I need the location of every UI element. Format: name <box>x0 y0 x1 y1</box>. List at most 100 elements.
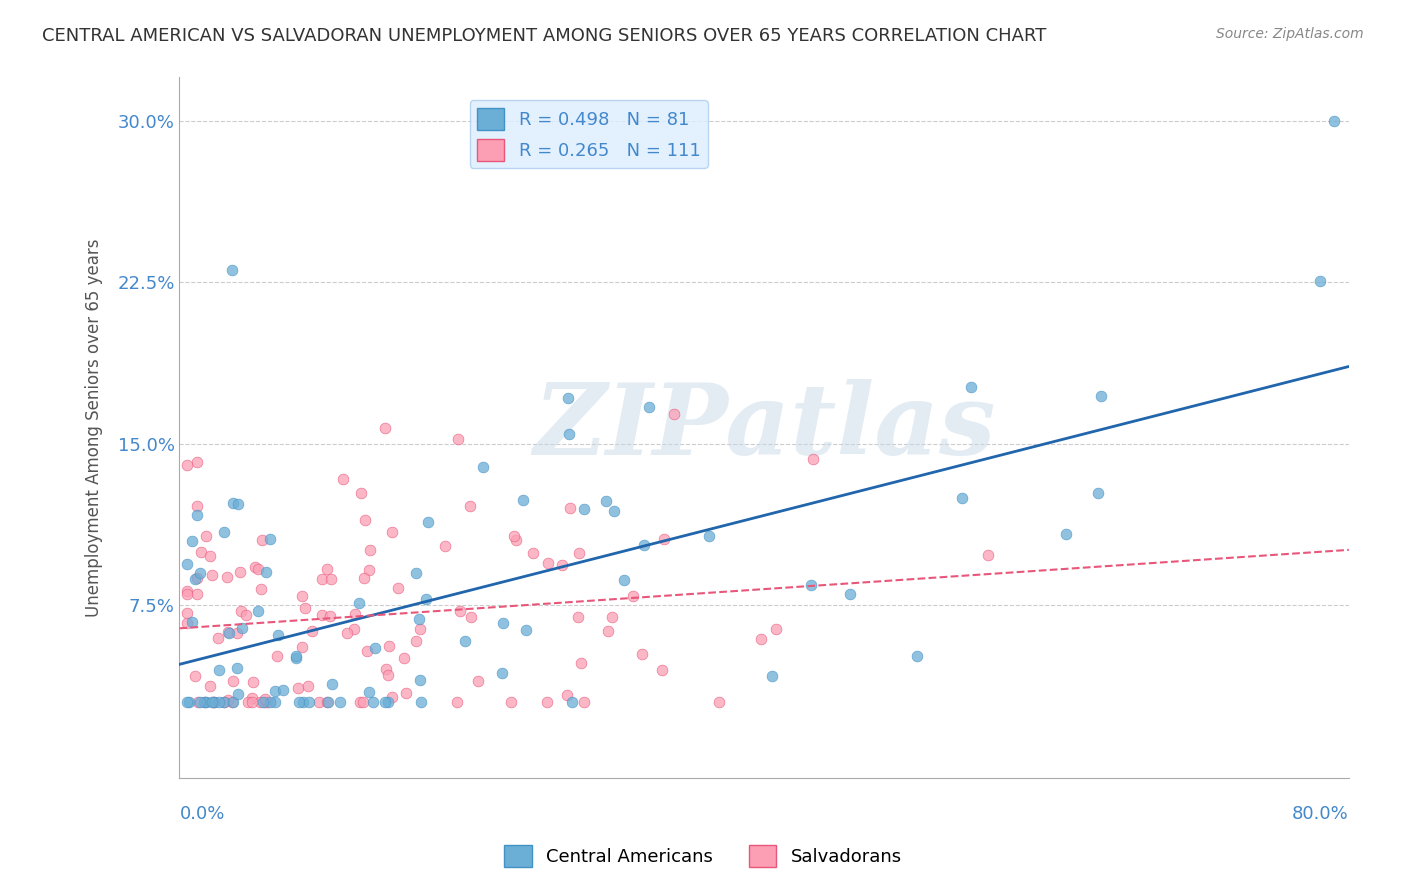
Salvadorans <box>221 695 243 709</box>
Salvadorans <box>555 688 578 702</box>
Salvadorans <box>567 610 589 624</box>
Salvadorans <box>243 560 266 574</box>
Central Americans <box>264 684 287 698</box>
Central Americans <box>316 695 339 709</box>
Salvadorans <box>350 486 373 500</box>
Salvadorans <box>200 679 222 693</box>
Salvadorans <box>378 639 401 653</box>
Central Americans <box>288 695 311 709</box>
Salvadorans <box>977 548 1000 562</box>
Salvadorans <box>229 565 252 579</box>
Salvadorans <box>235 608 257 623</box>
Central Americans <box>471 460 494 475</box>
Central Americans <box>263 695 285 709</box>
Salvadorans <box>290 640 312 654</box>
Salvadorans <box>319 572 342 586</box>
Salvadorans <box>319 608 342 623</box>
Central Americans <box>557 426 579 441</box>
Salvadorans <box>212 695 235 709</box>
Salvadorans <box>600 610 623 624</box>
Salvadorans <box>315 695 337 709</box>
Salvadorans <box>598 624 620 638</box>
Salvadorans <box>709 695 731 709</box>
Central Americans <box>411 695 433 709</box>
Salvadorans <box>250 533 273 547</box>
Central Americans <box>761 669 783 683</box>
Salvadorans <box>409 622 432 636</box>
Salvadorans <box>447 433 470 447</box>
Central Americans <box>415 592 437 607</box>
Central Americans <box>267 628 290 642</box>
Central Americans <box>364 640 387 655</box>
Salvadorans <box>332 472 354 486</box>
Salvadorans <box>176 616 198 631</box>
Salvadorans <box>344 607 367 622</box>
Salvadorans <box>311 573 333 587</box>
Central Americans <box>603 504 626 518</box>
Central Americans <box>226 687 249 701</box>
Central Americans <box>285 648 308 663</box>
Salvadorans <box>186 455 208 469</box>
Salvadorans <box>176 583 198 598</box>
Salvadorans <box>449 604 471 618</box>
Salvadorans <box>186 571 208 585</box>
Central Americans <box>349 596 371 610</box>
Salvadorans <box>458 499 481 513</box>
Central Americans <box>374 695 396 709</box>
Salvadorans <box>294 600 316 615</box>
Central Americans <box>418 516 440 530</box>
Central Americans <box>405 566 427 580</box>
Salvadorans <box>374 662 396 676</box>
Salvadorans <box>522 546 544 560</box>
Salvadorans <box>433 540 456 554</box>
Salvadorans <box>502 529 524 543</box>
Text: 80.0%: 80.0% <box>1292 805 1348 823</box>
Salvadorans <box>238 695 260 709</box>
Central Americans <box>195 695 218 709</box>
Central Americans <box>208 663 231 677</box>
Salvadorans <box>395 686 418 700</box>
Salvadorans <box>357 563 380 577</box>
Salvadorans <box>652 533 675 547</box>
Salvadorans <box>186 499 208 513</box>
Text: ZIPatlas: ZIPatlas <box>533 379 995 475</box>
Central Americans <box>512 493 534 508</box>
Salvadorans <box>176 586 198 600</box>
Central Americans <box>284 650 307 665</box>
Central Americans <box>222 496 245 510</box>
Central Americans <box>557 392 579 406</box>
Central Americans <box>613 573 636 587</box>
Central Americans <box>188 566 211 580</box>
Salvadorans <box>186 587 208 601</box>
Salvadorans <box>201 568 224 582</box>
Central Americans <box>218 626 240 640</box>
Salvadorans <box>377 668 399 682</box>
Salvadorans <box>387 581 409 595</box>
Salvadorans <box>381 690 404 704</box>
Central Americans <box>561 695 583 709</box>
Central Americans <box>1087 486 1109 500</box>
Salvadorans <box>569 657 592 671</box>
Salvadorans <box>374 420 396 434</box>
Central Americans <box>633 538 655 552</box>
Text: 0.0%: 0.0% <box>180 805 225 823</box>
Salvadorans <box>249 695 271 709</box>
Central Americans <box>247 604 270 618</box>
Salvadorans <box>353 571 375 585</box>
Salvadorans <box>240 695 263 709</box>
Salvadorans <box>349 695 371 709</box>
Salvadorans <box>749 632 772 647</box>
Salvadorans <box>460 609 482 624</box>
Salvadorans <box>222 673 245 688</box>
Central Americans <box>595 494 617 508</box>
Central Americans <box>181 533 204 548</box>
Central Americans <box>177 695 200 709</box>
Salvadorans <box>217 692 239 706</box>
Salvadorans <box>343 623 366 637</box>
Salvadorans <box>176 606 198 620</box>
Salvadorans <box>190 545 212 559</box>
Central Americans <box>188 695 211 709</box>
Salvadorans <box>558 500 581 515</box>
Salvadorans <box>336 626 359 640</box>
Central Americans <box>259 695 281 709</box>
